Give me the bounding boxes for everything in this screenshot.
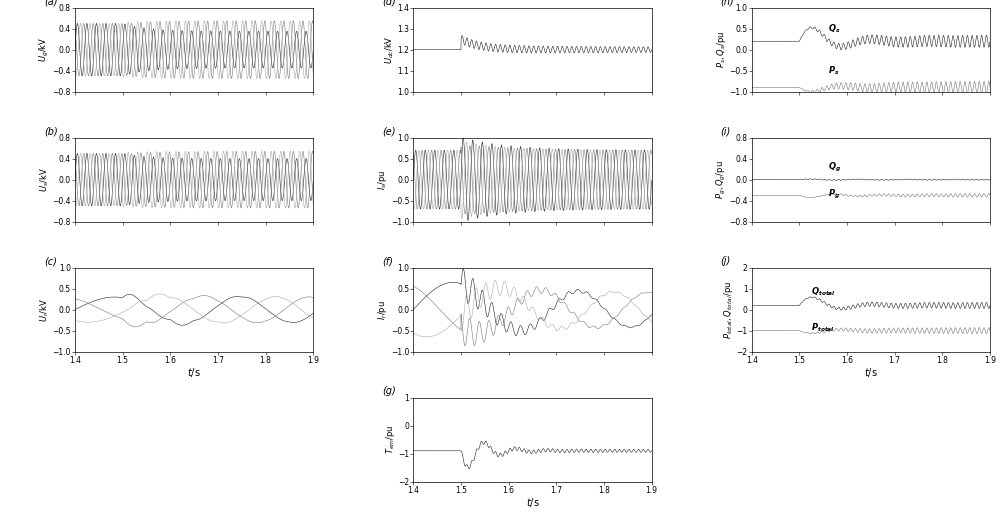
Text: $\bfit{P}_s$: $\bfit{P}_s$ [828, 64, 839, 77]
Y-axis label: $T_{em}$/pu: $T_{em}$/pu [384, 425, 397, 454]
X-axis label: $t$/s: $t$/s [187, 366, 201, 379]
Text: (i): (i) [721, 126, 731, 136]
Y-axis label: $U_g$/kV: $U_g$/kV [38, 37, 51, 62]
Text: (a): (a) [44, 0, 58, 6]
X-axis label: $t$/s: $t$/s [526, 496, 539, 509]
Text: (b): (b) [44, 126, 58, 136]
Text: (d): (d) [382, 0, 396, 6]
Y-axis label: $P_{total},Q_{total}$/pu: $P_{total},Q_{total}$/pu [722, 281, 735, 339]
Text: (g): (g) [382, 386, 396, 396]
Text: $\bfit{Q}_g$: $\bfit{Q}_g$ [828, 161, 841, 174]
Y-axis label: $I_r$/pu: $I_r$/pu [376, 300, 389, 320]
Y-axis label: $P_s,Q_s$/pu: $P_s,Q_s$/pu [715, 31, 728, 68]
Y-axis label: $I_s$/pu: $I_s$/pu [376, 169, 389, 190]
Text: $\bfit{Q}_s$: $\bfit{Q}_s$ [828, 22, 840, 35]
Text: (e): (e) [382, 126, 396, 136]
Text: $\bfit{P}_g$: $\bfit{P}_g$ [828, 188, 840, 201]
Y-axis label: $U_s$/kV: $U_s$/kV [38, 167, 51, 192]
Text: (j): (j) [721, 256, 731, 266]
Text: $\bfit{Q}_{total}$: $\bfit{Q}_{total}$ [811, 285, 836, 298]
Text: $\bfit{P}_{total}$: $\bfit{P}_{total}$ [811, 321, 835, 334]
Text: (h): (h) [721, 0, 734, 6]
Text: (f): (f) [382, 256, 393, 266]
X-axis label: $t$/s: $t$/s [864, 366, 878, 379]
Text: (c): (c) [44, 256, 57, 266]
Y-axis label: $U_{dc}$/kV: $U_{dc}$/kV [383, 36, 396, 64]
Y-axis label: $P_g,Q_g$/pu: $P_g,Q_g$/pu [715, 160, 728, 199]
Y-axis label: $U_r$/kV: $U_r$/kV [38, 298, 51, 322]
